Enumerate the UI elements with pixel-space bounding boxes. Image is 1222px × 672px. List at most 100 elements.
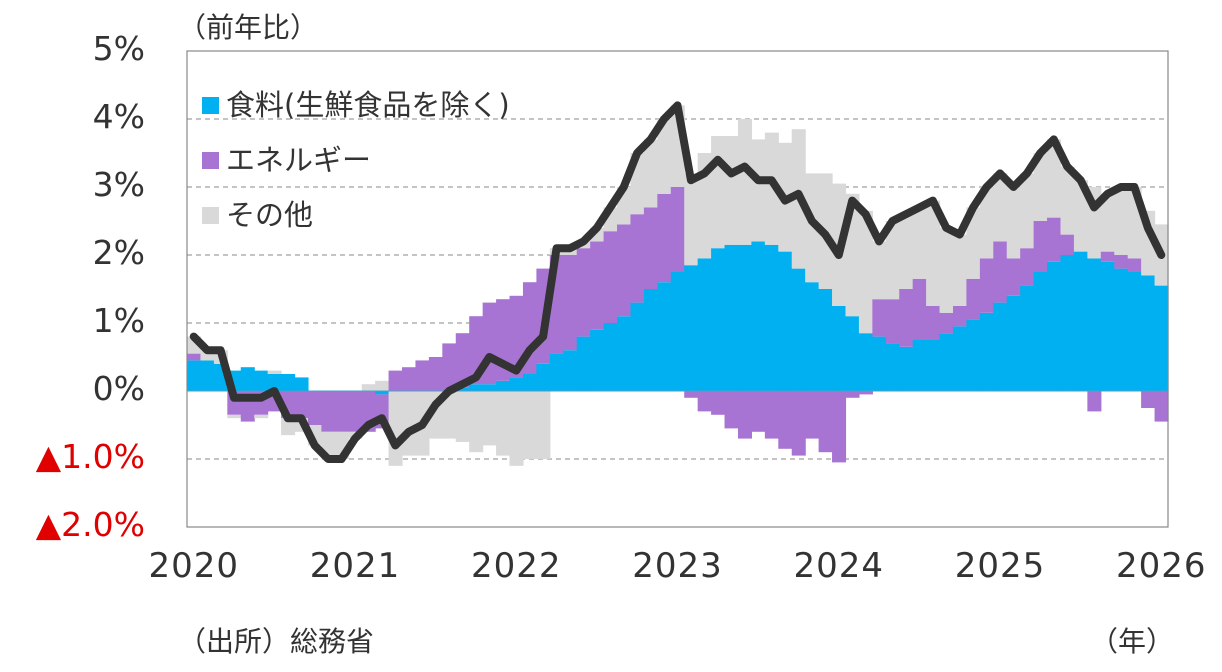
bar-energy [966, 278, 981, 320]
bar-food [993, 302, 1008, 391]
bar-food [375, 391, 390, 395]
bar-energy [697, 391, 712, 412]
bar-food [952, 326, 968, 391]
bar-other [966, 207, 981, 279]
bar-food [939, 333, 954, 391]
bar-food [1127, 272, 1142, 391]
bar-other [455, 391, 470, 442]
bar-food [791, 268, 806, 391]
bar-other [1006, 187, 1021, 259]
bar-food [281, 374, 296, 391]
bar-food [603, 323, 618, 391]
plot-frame [186, 50, 1169, 528]
bar-food [805, 282, 820, 391]
bar-energy [1020, 248, 1035, 286]
bar-energy [818, 391, 833, 453]
bar-food [630, 302, 645, 391]
bar-food [697, 258, 712, 391]
y-tick-label: 5% [92, 29, 145, 68]
y-tick-label: 3% [92, 165, 145, 204]
bar-energy [764, 391, 779, 439]
x-tick-label: 2022 [470, 546, 562, 586]
bar-energy [321, 391, 336, 432]
x-tick-label: 2020 [148, 546, 239, 586]
bar-energy [993, 241, 1008, 303]
bar-energy [442, 343, 457, 391]
bar-food [200, 360, 215, 391]
bar-food [267, 374, 282, 391]
x-tick-label: 2025 [954, 546, 1046, 586]
bar-food [751, 241, 766, 391]
bar-energy [1047, 217, 1062, 262]
bar-other [737, 119, 753, 245]
bar-energy [509, 295, 524, 378]
bar-energy [872, 299, 887, 337]
bar-energy [1114, 255, 1129, 269]
bar-food [1033, 272, 1048, 391]
bar-food [684, 265, 699, 391]
bar-food [1047, 261, 1062, 391]
bar-energy [1127, 258, 1142, 272]
bar-food [858, 333, 873, 391]
bar-energy [1033, 221, 1048, 272]
bar-other [267, 370, 282, 374]
bar-energy [1060, 234, 1075, 255]
bar-other [442, 391, 457, 439]
bar-other [522, 391, 537, 459]
bar-food [522, 374, 537, 391]
source-note: （出所）総務省 [178, 625, 375, 658]
legend-swatch-energy [202, 152, 219, 169]
bar-food [536, 363, 551, 391]
bar-other [939, 227, 954, 313]
bar-other [805, 173, 820, 283]
bar-other [657, 119, 672, 194]
bar-other [1033, 153, 1048, 221]
bar-other [899, 214, 914, 289]
legend-item-food: 食料(生鮮食品を除く) [202, 78, 510, 133]
bar-other [200, 350, 215, 361]
bar-food [885, 343, 900, 391]
bar-food [496, 380, 511, 391]
bar-energy [643, 207, 658, 289]
bar-other [469, 391, 484, 453]
bar-energy [858, 391, 873, 395]
bar-other [952, 234, 968, 306]
bar-energy [482, 302, 497, 385]
bar-other [885, 221, 900, 300]
bar-food [670, 272, 685, 391]
bar-energy [1087, 391, 1102, 412]
bar-energy [939, 312, 954, 334]
legend-item-other: その他 [202, 188, 510, 243]
bar-food [1141, 275, 1156, 391]
legend-label-food: 食料(生鮮食品を除く) [226, 88, 510, 122]
bar-food [926, 340, 941, 391]
bar-energy [563, 255, 578, 351]
bar-food [1087, 258, 1102, 391]
bar-food [872, 336, 887, 391]
bar-energy [428, 357, 443, 391]
bar-energy [1100, 251, 1115, 262]
bar-energy [590, 241, 605, 330]
bar-other [496, 391, 511, 456]
bar-energy [751, 391, 766, 432]
bar-food [724, 244, 739, 391]
bar-food [294, 377, 309, 391]
y-tick-label: 0% [92, 369, 145, 408]
bar-energy [926, 306, 941, 340]
bar-other [402, 391, 417, 456]
bar-food [1060, 255, 1075, 391]
bar-food [455, 387, 470, 391]
bar-other [1060, 166, 1075, 235]
x-tick-label: 2023 [632, 546, 723, 586]
legend-label-energy: エネルギー [226, 143, 372, 177]
bar-food [845, 316, 860, 391]
bar-energy [711, 391, 726, 415]
bar-food [617, 316, 632, 391]
y-tick-label: 2% [92, 233, 145, 272]
bar-energy [899, 289, 914, 347]
bar-food [1006, 295, 1021, 391]
bar-energy [737, 391, 753, 439]
bar-other [227, 414, 242, 419]
legend-item-energy: エネルギー [202, 133, 510, 188]
